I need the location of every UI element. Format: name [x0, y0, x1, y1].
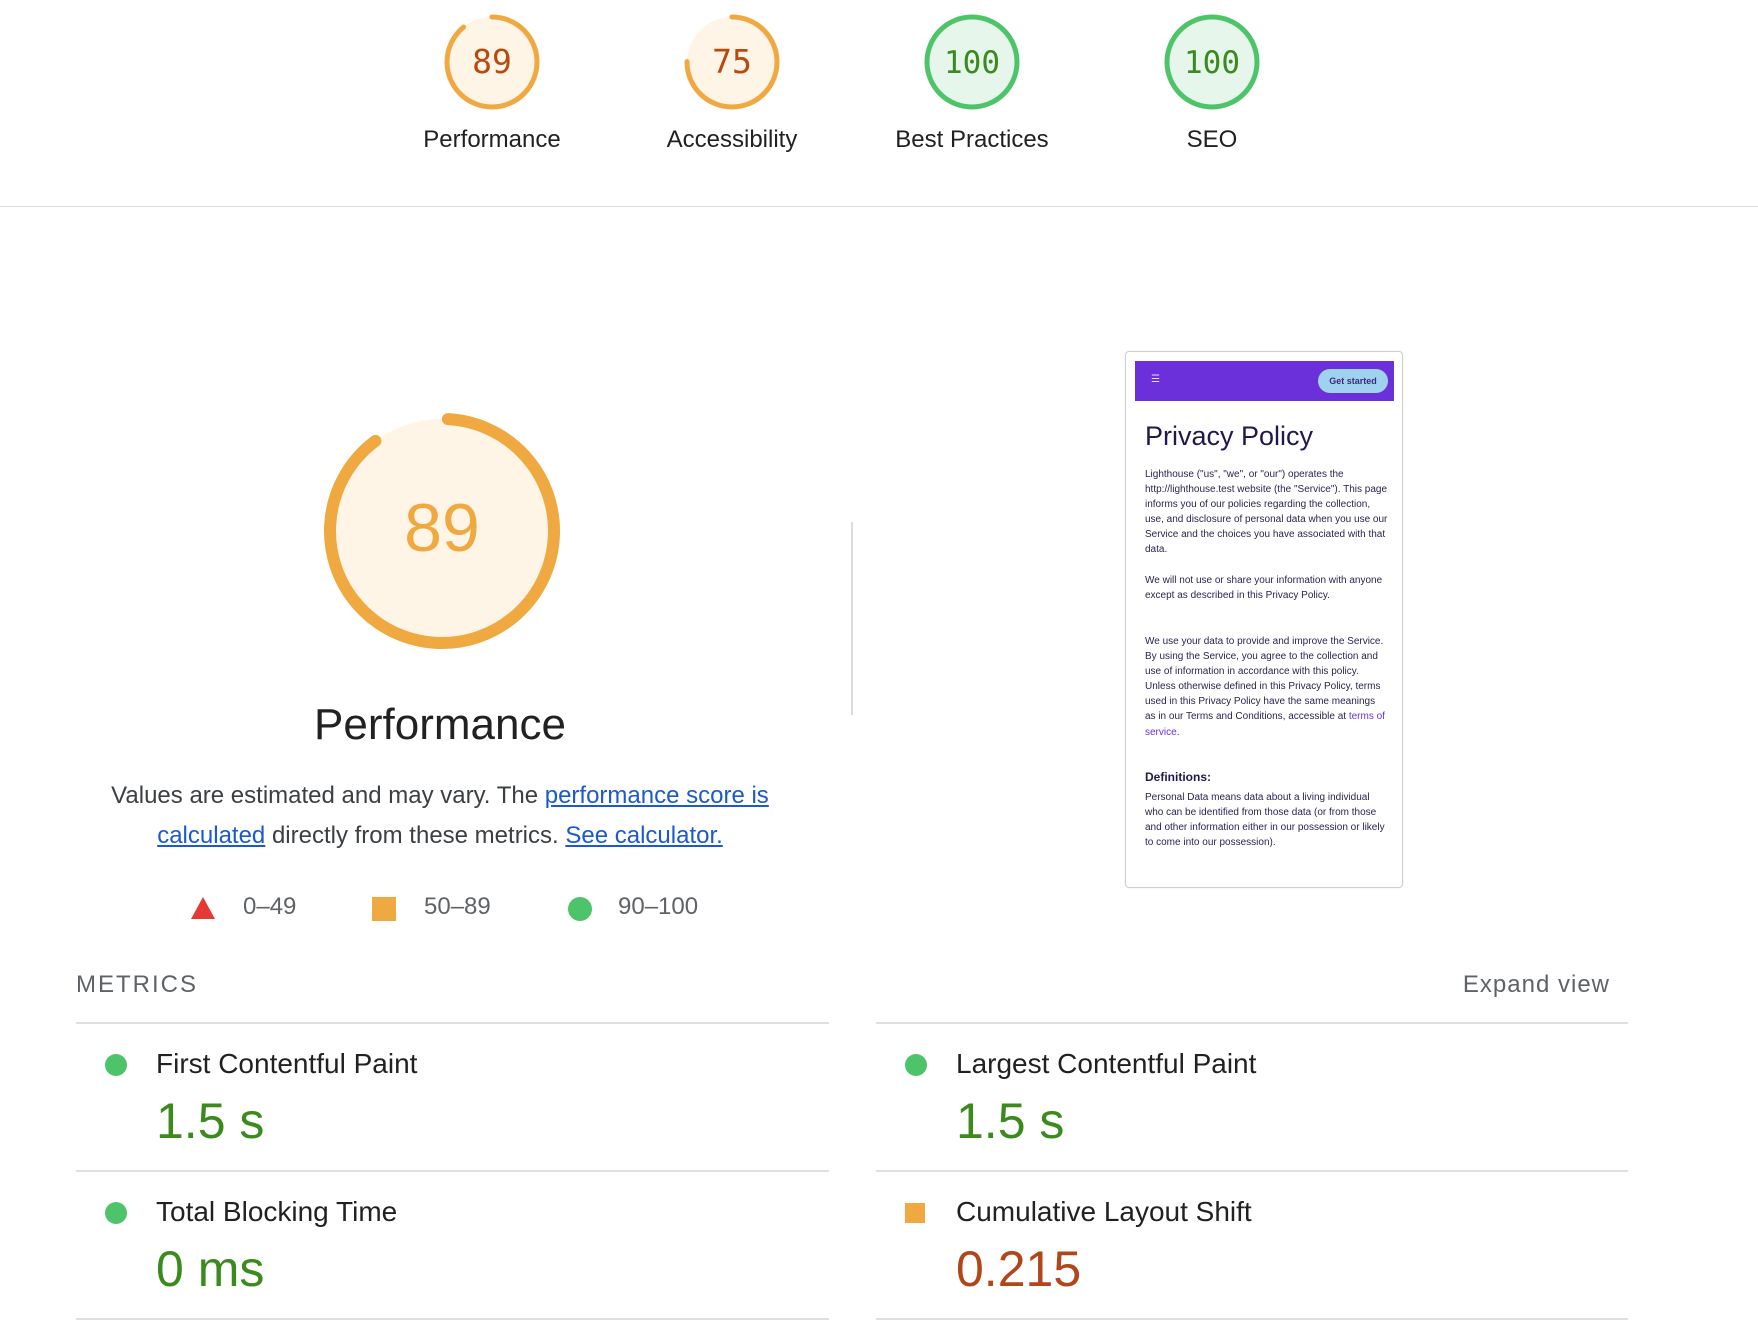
metric-value: 1.5 s	[956, 1093, 1065, 1149]
gauge-arc	[924, 14, 1020, 110]
circle-icon	[568, 897, 592, 921]
menu-icon: ☰	[1151, 374, 1160, 385]
screenshot-definitions-heading: Definitions:	[1145, 770, 1211, 784]
square-icon	[372, 897, 396, 921]
divider	[76, 1318, 829, 1320]
score-gauge-best-practices[interactable]: 100 Best Practices	[872, 12, 1072, 154]
pass-circle-icon	[105, 1054, 127, 1076]
screenshot-paragraph: Lighthouse ("us", "we", or "our") operat…	[1145, 469, 1388, 556]
score-value: 89	[472, 42, 512, 81]
gauge-arc	[444, 14, 540, 110]
divider	[876, 1022, 1628, 1024]
average-square-icon	[905, 1203, 925, 1223]
performance-description: Values are estimated and may vary. The p…	[90, 776, 790, 856]
score-label: Best Practices	[895, 126, 1049, 153]
metrics-heading: METRICS	[76, 971, 198, 998]
pass-circle-icon	[905, 1054, 927, 1076]
gauge-arc	[324, 413, 560, 649]
gauge-ring-icon: 100	[924, 14, 1020, 110]
score-calculated-link[interactable]: performance score is calculated	[157, 782, 769, 849]
gauge-background	[927, 17, 1017, 107]
metric-name: Cumulative Layout Shift	[956, 1196, 1252, 1227]
get-started-button: Get started	[1318, 369, 1388, 393]
triangle-icon	[191, 897, 215, 919]
performance-title: Performance	[314, 700, 566, 749]
screenshot-text: We use your data to provide and improve …	[1145, 636, 1384, 723]
screenshot-heading: Privacy Policy	[1145, 421, 1314, 451]
screenshot-paragraph: Personal Data means data about a living …	[1145, 792, 1385, 849]
performance-score-value: 89	[404, 490, 480, 566]
legend-range: 90–100	[618, 893, 699, 920]
gauge-background	[330, 419, 554, 643]
gauge-ring-icon: 100	[1164, 14, 1260, 110]
metric-value: 0.215	[956, 1241, 1082, 1297]
divider	[76, 1022, 829, 1024]
score-summary-bar: 89 Performance 75 Accessibility 100 Best…	[0, 0, 1758, 207]
desc-text: directly from these metrics.	[265, 822, 566, 849]
score-label: Performance	[423, 126, 561, 153]
desc-text: Values are estimated and may vary. The	[111, 782, 545, 809]
divider	[876, 1170, 1628, 1172]
metric-name: First Contentful Paint	[156, 1048, 418, 1079]
see-calculator-link[interactable]: See calculator.	[565, 822, 723, 849]
final-screenshot[interactable]: ☰ Get started Privacy Policy Lighthouse …	[1125, 351, 1403, 888]
screenshot-navbar: ☰ Get started	[1135, 361, 1394, 401]
score-value: 100	[1184, 45, 1240, 81]
screenshot-text: .	[1176, 726, 1180, 738]
expand-view-toggle[interactable]: Expand view	[1462, 971, 1610, 998]
score-label: Accessibility	[666, 126, 798, 153]
score-gauge-performance[interactable]: 89 Performance	[392, 12, 592, 154]
gauge-background	[1167, 17, 1257, 107]
legend-range: 50–89	[424, 893, 491, 920]
gauge-ring-icon: 75	[684, 14, 780, 110]
score-value: 75	[712, 42, 752, 81]
pass-circle-icon	[105, 1202, 127, 1224]
score-gauge-seo[interactable]: 100 SEO	[1112, 12, 1312, 154]
metric-name: Total Blocking Time	[156, 1196, 398, 1227]
metric-name: Largest Contentful Paint	[956, 1048, 1257, 1079]
score-label: SEO	[1186, 126, 1238, 153]
score-gauge-accessibility[interactable]: 75 Accessibility	[632, 12, 832, 154]
metric-value: 0 ms	[156, 1241, 265, 1297]
screenshot-paragraph: We use your data to provide and improve …	[1145, 634, 1388, 740]
terms-link: terms of service	[1145, 711, 1385, 738]
vertical-divider	[851, 522, 853, 715]
metric-value: 1.5 s	[156, 1093, 265, 1149]
performance-gauge: 89	[324, 413, 560, 649]
screenshot-paragraph: We will not use or share your informatio…	[1145, 575, 1383, 602]
gauge-arc	[684, 14, 780, 110]
gauge-ring-icon: 89	[444, 14, 540, 110]
divider	[76, 1170, 829, 1172]
legend-range: 0–49	[243, 893, 297, 920]
gauge-arc	[1164, 14, 1260, 110]
score-value: 100	[944, 45, 1000, 81]
divider	[876, 1318, 1628, 1320]
gauge-background	[447, 17, 537, 107]
gauge-background	[687, 17, 777, 107]
